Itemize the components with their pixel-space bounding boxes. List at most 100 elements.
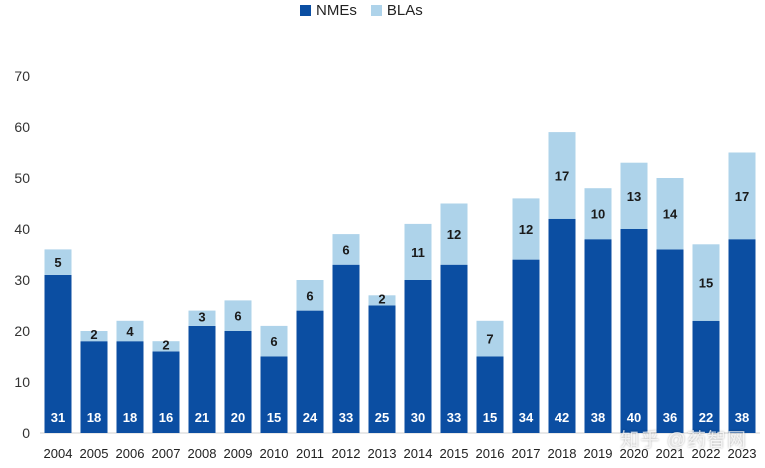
x-tick-label: 2019 (584, 446, 613, 461)
bar-nmes (476, 356, 504, 433)
data-label-blas: 6 (342, 242, 349, 257)
y-tick-label: 10 (14, 374, 30, 390)
data-label-nmes: 34 (519, 410, 534, 425)
legend-item-nmes: NMEs (300, 2, 357, 19)
bar-nmes (584, 239, 612, 433)
bar-nmes (440, 264, 468, 433)
data-label-blas: 10 (591, 207, 605, 222)
data-label-nmes: 18 (123, 410, 137, 425)
bar-blas (152, 341, 180, 352)
data-label-blas: 17 (555, 168, 569, 183)
bar-blas (440, 203, 468, 265)
x-tick-label: 2014 (404, 446, 433, 461)
bar-blas (548, 132, 576, 219)
bar-blas (260, 325, 288, 357)
bar-nmes (368, 305, 396, 433)
bar-nmes (116, 341, 144, 433)
bar-nmes (332, 264, 360, 433)
x-tick-label: 2015 (440, 446, 469, 461)
legend-swatch-blas (370, 5, 382, 16)
x-tick-label: 2012 (332, 446, 361, 461)
chart-legend: NMEs BLAs (300, 2, 423, 19)
x-tick-label: 2018 (548, 446, 577, 461)
bar-blas (224, 300, 252, 331)
data-label-nmes: 42 (555, 410, 569, 425)
bar-blas (728, 152, 756, 240)
data-label-nmes: 25 (375, 410, 389, 425)
data-label-nmes: 31 (51, 410, 65, 425)
data-label-nmes: 38 (591, 410, 605, 425)
data-label-nmes: 33 (447, 410, 461, 425)
data-label-blas: 2 (90, 327, 97, 342)
data-label-blas: 12 (447, 227, 461, 242)
data-label-nmes: 20 (231, 410, 245, 425)
y-tick-label: 50 (14, 170, 30, 186)
data-label-blas: 14 (663, 207, 678, 222)
x-tick-label: 2004 (44, 446, 73, 461)
bar-nmes (260, 356, 288, 433)
x-tick-label: 2005 (80, 446, 109, 461)
data-label-nmes: 15 (483, 410, 497, 425)
x-tick-label: 2013 (368, 446, 397, 461)
bar-blas (476, 320, 504, 357)
bar-blas (80, 331, 108, 342)
bar-blas (620, 162, 648, 229)
y-tick-label: 20 (14, 323, 30, 339)
bar-blas (44, 249, 72, 275)
data-label-blas: 3 (198, 309, 205, 324)
bar-blas (116, 320, 144, 342)
bar-nmes (404, 280, 432, 433)
bar-blas (188, 310, 216, 326)
data-label-blas: 13 (627, 189, 641, 204)
bar-blas (404, 223, 432, 280)
x-tick-label: 2017 (512, 446, 541, 461)
bar-nmes (224, 331, 252, 433)
bar-blas (656, 178, 684, 250)
data-label-nmes: 18 (87, 410, 101, 425)
data-label-nmes: 21 (195, 410, 209, 425)
x-tick-label: 2023 (728, 446, 757, 461)
bar-blas (368, 295, 396, 306)
data-label-blas: 12 (519, 222, 533, 237)
legend-label-blas: BLAs (386, 2, 423, 19)
data-label-nmes: 22 (699, 410, 713, 425)
bar-nmes (44, 274, 72, 433)
bar-nmes (692, 320, 720, 433)
data-label-nmes: 24 (303, 410, 318, 425)
bar-nmes (152, 351, 180, 433)
data-label-blas: 6 (306, 288, 313, 303)
data-label-blas: 5 (54, 255, 61, 270)
data-label-nmes: 15 (267, 410, 281, 425)
y-tick-label: 0 (22, 425, 30, 441)
data-label-blas: 15 (699, 276, 713, 291)
bar-nmes (188, 325, 216, 433)
bar-blas (296, 280, 324, 311)
data-label-nmes: 40 (627, 410, 641, 425)
bar-blas (584, 188, 612, 240)
y-tick-label: 30 (14, 272, 30, 288)
data-label-blas: 17 (735, 189, 749, 204)
data-label-nmes: 30 (411, 410, 425, 425)
bar-blas (512, 198, 540, 260)
x-tick-label: 2006 (116, 446, 145, 461)
bar-nmes (296, 310, 324, 433)
x-tick-label: 2011 (296, 446, 324, 461)
x-tick-label: 2010 (260, 446, 289, 461)
bar-nmes (548, 218, 576, 433)
watermark: 知乎 @药智网 (620, 430, 747, 451)
legend-label-nmes: NMEs (316, 2, 357, 19)
data-label-nmes: 16 (159, 410, 173, 425)
x-tick-label: 2020 (620, 446, 649, 461)
data-label-blas: 6 (270, 334, 277, 349)
bar-nmes (656, 249, 684, 433)
x-tick-label: 2009 (224, 446, 253, 461)
data-label-nmes: 38 (735, 410, 749, 425)
bar-blas (692, 244, 720, 321)
legend-swatch-nmes (300, 5, 311, 16)
bar-nmes (620, 229, 648, 433)
data-label-blas: 7 (486, 332, 493, 347)
y-tick-label: 60 (14, 119, 30, 135)
legend-item-blas: BLAs (370, 2, 423, 19)
data-label-blas: 2 (162, 337, 169, 352)
x-tick-label: 2016 (476, 446, 505, 461)
